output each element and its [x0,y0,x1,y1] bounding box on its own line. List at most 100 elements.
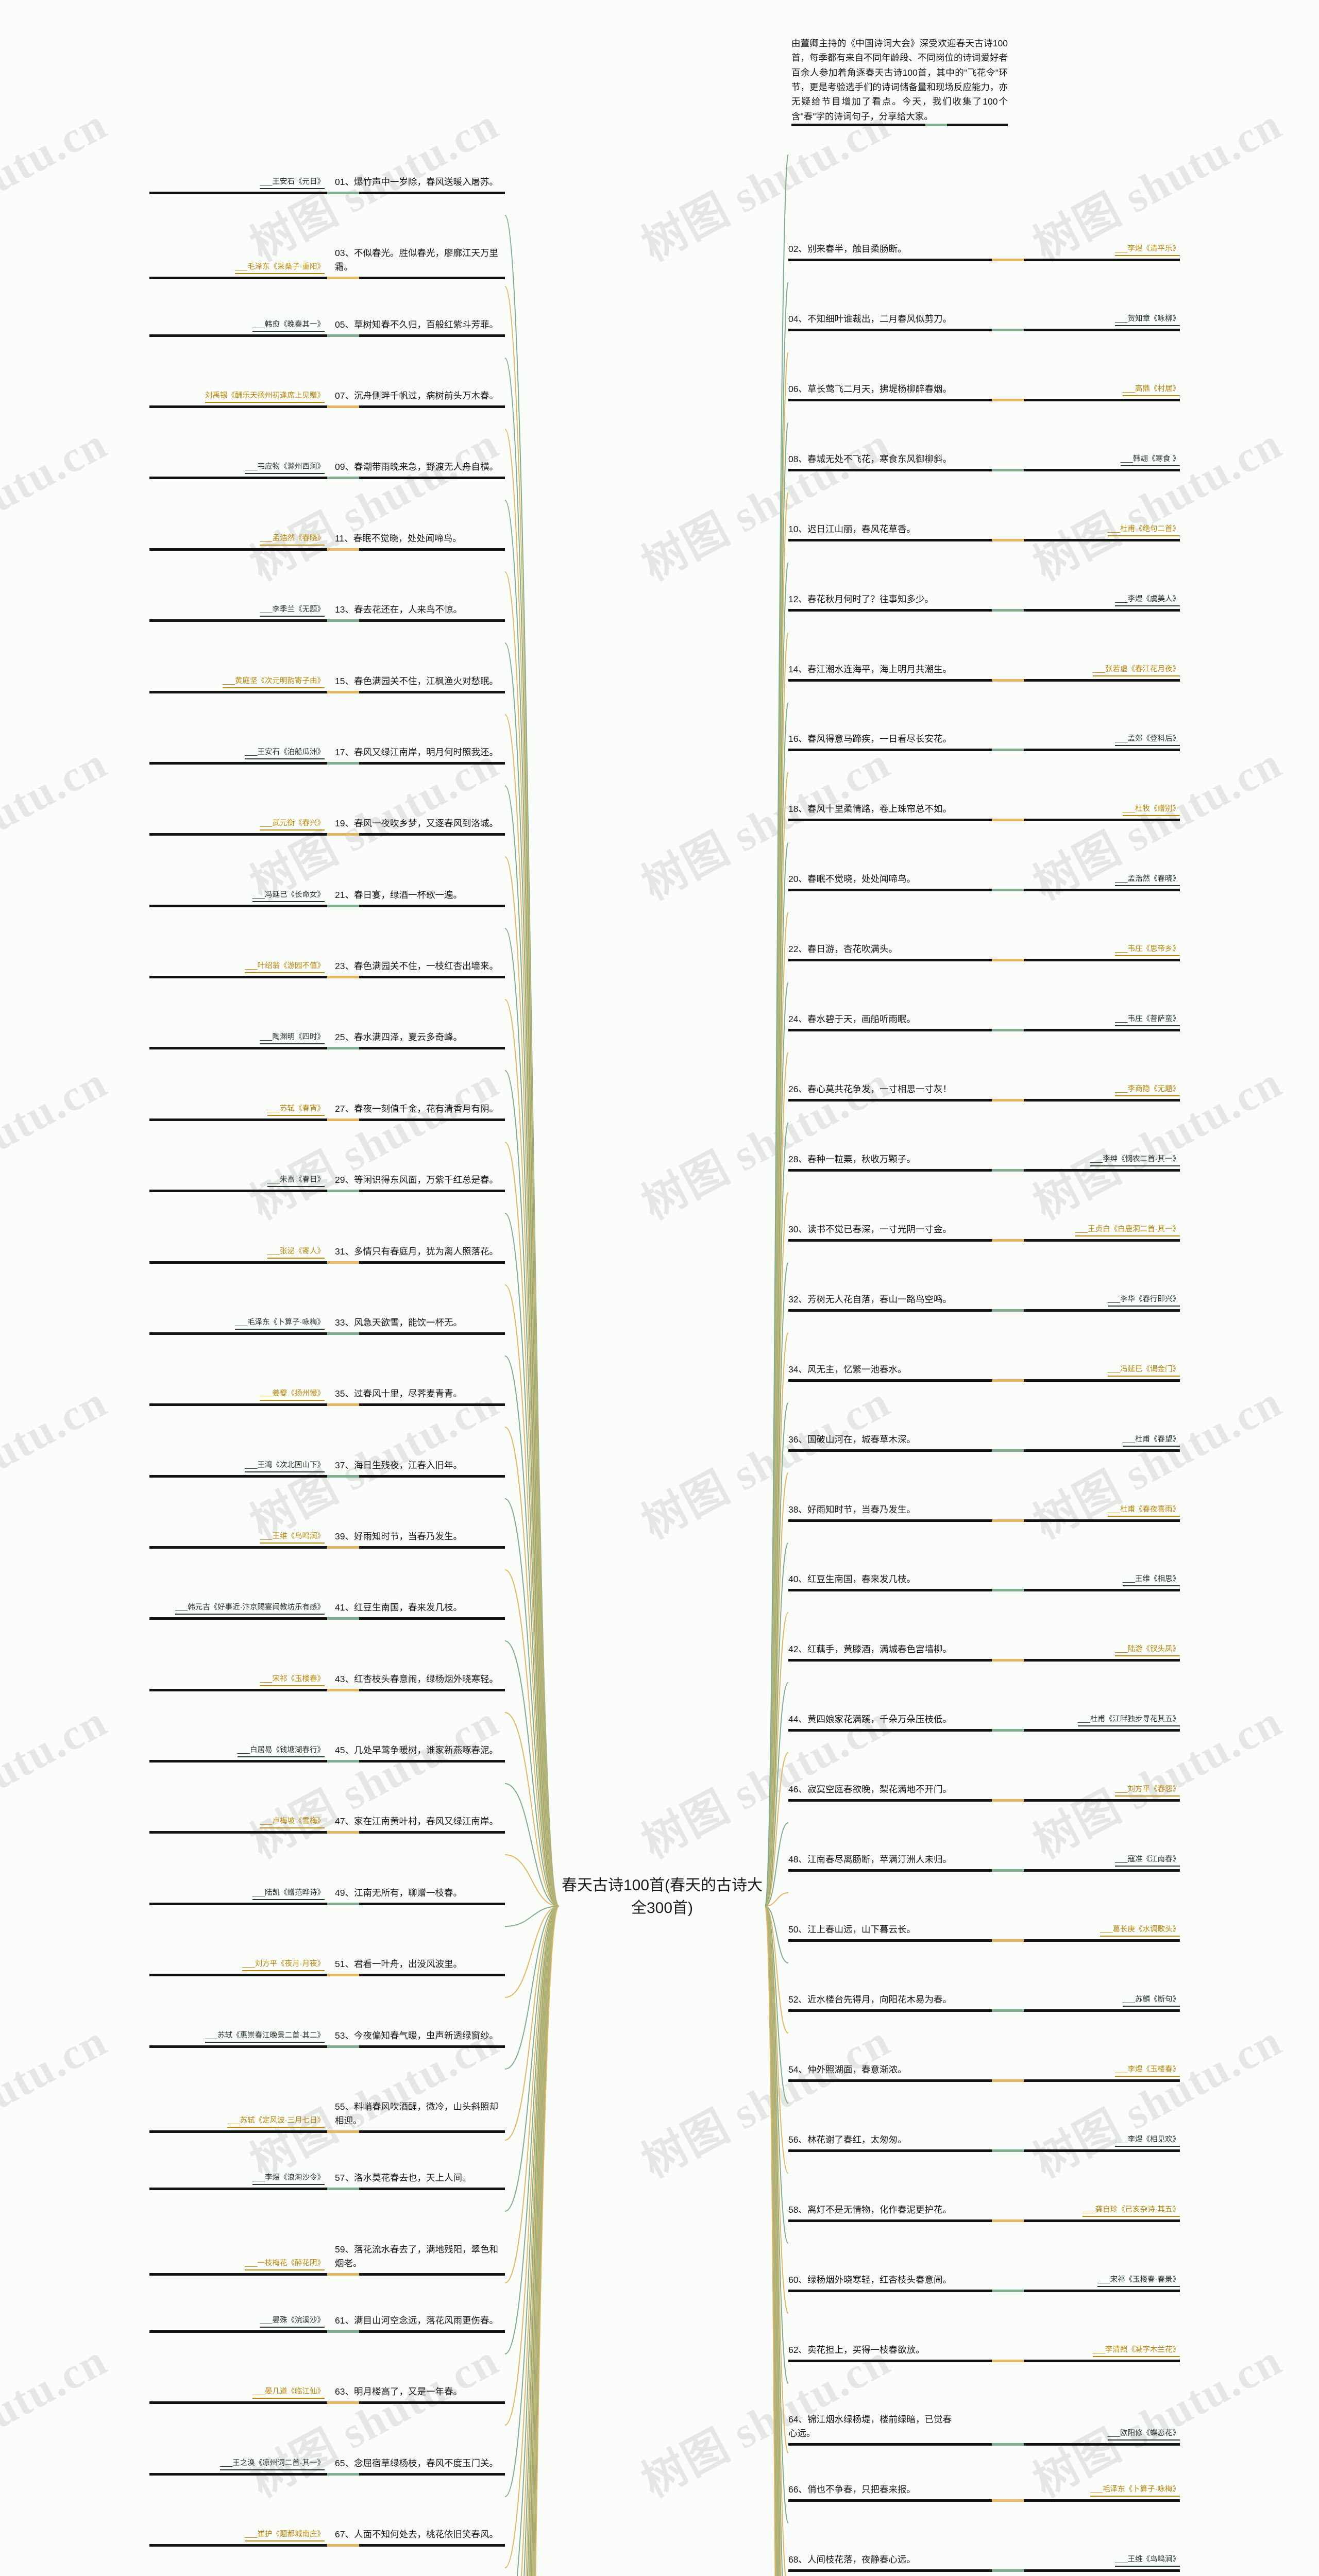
node-underline [788,399,1180,402]
poem-node-even[interactable]: 16、春风得意马蹄疾，一日看尽长安花。 ___孟郊《登科后》 [788,732,1180,752]
poem-line: 49、江南无所有，聊赠一枝春。 [335,1888,462,1898]
poem-node-even[interactable]: 56、林花谢了春红，太匆匆。 ___李煜《相见欢》 [788,2133,1180,2153]
poem-node-even[interactable]: 66、俏也不争春，只把春来报。 ___毛泽东《卜算子·咏梅》 [788,2483,1180,2502]
poem-author-attribution: ___葛长庚《水调歌头》 [1100,1925,1180,1937]
poem-node-even[interactable]: 32、芳树无人花自落，春山一路鸟空鸣。 ___李华《春行即兴》 [788,1293,1180,1312]
poem-node-even[interactable]: 44、黄四娘家花满蹊，千朵万朵压枝低。 ___杜甫《江畔独步寻花其五》 [788,1713,1180,1732]
poem-node-odd[interactable]: ___王湾《次北固山下》 37、海日生残夜，江春入旧年。 [149,1459,505,1478]
poem-node-even[interactable]: 30、读书不觉已春深，一寸光阴一寸金。 ___王贞白《白鹿洞二首·其一》 [788,1223,1180,1242]
root-node[interactable]: 春天古诗100首(春天的古诗大全300首) [559,1874,765,1919]
poem-node-even[interactable]: 58、离灯不是无情物，化作春泥更护花。 ___龚自珍《己亥杂诗·其五》 [788,2203,1180,2223]
poem-node-odd[interactable]: ___韩元吉《好事近·汴京赐宴闻教坊乐有感》 41、红豆生南国，春来发几枝。 [149,1601,505,1620]
poem-node-even[interactable]: 54、仲外照湖面，春意渐浓。 ___李煜《玉楼春》 [788,2063,1180,2082]
poem-node-even[interactable]: 36、国破山河在，城春草木深。 ___杜甫《春望》 [788,1433,1180,1452]
poem-node-odd[interactable]: ___宋祁《玉楼春》 43、红杏枝头春意闹，绿杨烟外晓寒轻。 [149,1672,505,1692]
poem-node-even[interactable]: 34、风无主，忆繁一池春水。 ___冯延巳《谒金门》 [788,1363,1180,1382]
poem-node-odd[interactable]: ___冯延巳《长命女》 21、春日宴，绿酒一杯歌一遍。 [149,888,505,908]
poem-node-odd[interactable]: ___王安石《元日》 01、爆竹声中一岁除，春风送暖入屠苏。 [149,175,505,195]
poem-line: 21、春日宴，绿酒一杯歌一遍。 [335,890,462,900]
poem-author-attribution: ___李煜《相见欢》 [1115,2135,1180,2147]
poem-node-odd[interactable]: ___刘方平《夜月·月夜》 51、君看一叶舟，出没风波里。 [149,1957,505,1977]
poem-node-even[interactable]: 26、春心莫共花争发，一寸相思一寸灰！ ___李商隐《无题》 [788,1082,1180,1102]
poem-node-even[interactable]: 04、不知细叶谁裁出，二月春风似剪刀。 ___贺知章《咏柳》 [788,312,1180,332]
poem-node-odd[interactable]: ___李煜《浪淘沙令》 57、洛水莫花春去也，天上人间。 [149,2171,505,2191]
poem-line: 34、风无主，忆繁一池春水。 [788,1364,907,1375]
poem-node-odd[interactable]: ___黄庭坚《次元明韵寄子由》 15、春色满园关不住，江枫渔火对愁眠。 [149,674,505,694]
poem-node-odd[interactable]: ___陆凯《赠范晔诗》 49、江南无所有，聊赠一枝春。 [149,1886,505,1906]
poem-author-attribution: ___孟浩然《春晓》 [1115,874,1180,887]
poem-node-odd[interactable]: ___毛泽东《采桑子·重阳》 03、不似春光。胜似春光，廖廓江天万里霜。 [149,246,505,280]
poem-author-attribution: ___孟浩然《春晓》 [260,534,325,546]
poem-node-even[interactable]: 28、春种一粒粟，秋收万颗子。 ___李绅《悯农二首·其一》 [788,1153,1180,1172]
poem-node-even[interactable]: 48、江南春尽离肠断，苹满汀洲人未归。 ___寇准《江南春》 [788,1853,1180,1872]
node-underline [149,905,505,908]
poem-node-even[interactable]: 12、春花秋月何时了？往事知多少。 ___李煜《虞美人》 [788,592,1180,612]
intro-node[interactable]: 由董卿主持的《中国诗词大会》深受欢迎春天古诗100首，每季都有来自不同年龄段、不… [791,36,1008,127]
poem-line: 03、不似春光。胜似春光，廖廓江天万里霜。 [335,248,498,273]
poem-line: 11、春眠不觉晓，处处闻啼鸟。 [335,533,462,544]
poem-node-even[interactable]: 14、春江潮水连海平，海上明月共潮生。 ___张若虚《春江花月夜》 [788,663,1180,682]
poem-node-odd[interactable]: ___崔护《题都城南庄》 67、人面不知何处去，桃花依旧笑春风。 [149,2528,505,2547]
poem-node-odd[interactable]: ___韦应物《滁州西涧》 09、春潮带雨晚来急，野渡无人舟自横。 [149,460,505,480]
poem-node-even[interactable]: 24、春水碧于天，画船听雨眠。 ___韦庄《菩萨蛮》 [788,1012,1180,1032]
poem-node-even[interactable]: 40、红豆生南国，春来发几枝。 ___王维《相思》 [788,1572,1180,1592]
node-underline [788,259,1180,262]
poem-node-odd[interactable]: ___韩愈《晚春其一》 05、草树知春不久归，百般红紫斗芳菲。 [149,318,505,337]
poem-node-even[interactable]: 18、春风十里柔情路，卷上珠帘总不如。 ___杜牧《赠别》 [788,802,1180,822]
poem-node-odd[interactable]: 刘禹锡《酬乐天扬州初逢席上见赠》 07、沉舟侧畔千帆过，病树前头万木春。 [149,389,505,409]
node-underline [788,1029,1180,1032]
poem-line: 15、春色满园关不住，江枫渔火对愁眠。 [335,676,498,686]
poem-node-even[interactable]: 50、江上春山远，山下暮云长。 ___葛长庚《水调歌头》 [788,1923,1180,1942]
poem-line: 18、春风十里柔情路，卷上珠帘总不如。 [788,804,952,814]
node-underline [149,548,505,551]
poem-line: 30、读书不觉已春深，一寸光阴一寸金。 [788,1224,952,1234]
poem-node-odd[interactable]: ___苏轼《惠崇春江晚景二首·其二》 53、今夜偏知春气暖，虫声新透绿窗纱。 [149,2029,505,2048]
node-underline [149,619,505,622]
poem-node-even[interactable]: 02、别来春半，触目柔肠断。 ___李煜《清平乐》 [788,242,1180,262]
poem-node-even[interactable]: 42、红藕手，黄滕酒，满城春色宫墙柳。 ___陆游《钗头凤》 [788,1642,1180,1662]
poem-node-odd[interactable]: ___陶渊明《四时》 25、春水满四泽，夏云多奇峰。 [149,1030,505,1050]
poem-line: 08、春城无处不飞花，寒食东风御柳斜。 [788,454,952,464]
poem-node-even[interactable]: 20、春眠不觉晓，处处闻啼鸟。 ___孟浩然《春晓》 [788,872,1180,892]
poem-node-odd[interactable]: ___卢梅坡《雪梅》 47、家在江南黄叶村，春风又绿江南岸。 [149,1815,505,1834]
poem-node-even[interactable]: 10、迟日江山丽，春风花草香。 ___杜甫《绝句二首》 [788,522,1180,542]
poem-node-odd[interactable]: ___孟浩然《春晓》 11、春眠不觉晓，处处闻啼鸟。 [149,532,505,551]
poem-line: 61、满目山河空念远，落花风雨更伤春。 [335,2315,498,2326]
poem-node-odd[interactable]: ___一枝梅花《醉花阴》 59、落花流水春去了，满地残阳，翠色和烟老。 [149,2243,505,2276]
poem-node-even[interactable]: 68、人间枝花落，夜静春心远。 ___王维《鸟鸣涧》 [788,2553,1180,2572]
poem-node-odd[interactable]: ___白居易《钱塘湖春行》 45、几处早莺争暖树，谁家新燕啄春泥。 [149,1743,505,1763]
poem-node-odd[interactable]: ___王之涣《凉州词二首·其一》 65、念屈宿草绿杨枝，春风不度玉门关。 [149,2456,505,2476]
poem-line: 24、春水碧于天，画船听雨眠。 [788,1014,916,1024]
poem-node-odd[interactable]: ___苏轼《春宵》 27、春夜一刻值千金，花有清香月有阴。 [149,1102,505,1122]
poem-node-even[interactable]: 06、草长莺飞二月天，拂堤杨柳醉春烟。 ___高鼎《村居》 [788,382,1180,402]
poem-node-even[interactable]: 60、绿杨烟外晓寒轻，红杏枝头春意闹。 ___宋祁《玉楼春·春景》 [788,2273,1180,2293]
poem-node-even[interactable]: 46、寂寞空庭春欲晚，梨花满地不开门。 ___刘方平《春怨》 [788,1783,1180,1802]
poem-node-odd[interactable]: ___苏轼《定风波·三月七日》 55、料峭春风吹酒醒，微冷，山头斜照却相迎。 [149,2100,505,2133]
poem-node-odd[interactable]: ___晏殊《浣溪沙》 61、满目山河空念远，落花风雨更伤春。 [149,2314,505,2333]
poem-node-odd[interactable]: ___王维《鸟鸣涧》 39、好雨知时节，当春乃发生。 [149,1530,505,1549]
poem-node-odd[interactable]: ___毛泽东《卜算子·咏梅》 33、风急天欲雪，能饮一杯无。 [149,1316,505,1335]
poem-node-odd[interactable]: ___朱熹《春日》 29、等闲识得东风面，万紫千红总是春。 [149,1173,505,1193]
poem-node-odd[interactable]: ___李季兰《无题》 13、春去花还在，人来鸟不惊。 [149,603,505,622]
poem-author-attribution: ___龚自珍《己亥杂诗·其五》 [1083,2205,1180,2217]
poem-node-even[interactable]: 38、好雨知时节，当春乃发生。 ___杜甫《春夜喜雨》 [788,1503,1180,1522]
poem-node-even[interactable]: 52、近水楼台先得月，向阳花木易为春。 ___苏麟《断句》 [788,1993,1180,2012]
poem-node-odd[interactable]: ___晏几道《临江仙》 63、明月楼高了，又是一年春。 [149,2385,505,2404]
node-underline [149,1190,505,1193]
poem-node-odd[interactable]: ___姜夔《扬州慢》 35、过春风十里，尽荠麦青青。 [149,1387,505,1406]
poem-line: 38、好雨知时节，当春乃发生。 [788,1504,916,1515]
poem-node-even[interactable]: 22、春日游，杏花吹满头。 ___韦庄《思帝乡》 [788,942,1180,962]
poem-line: 27、春夜一刻值千金，花有清香月有阴。 [335,1104,498,1114]
poem-author-attribution: 刘禹锡《酬乐天扬州初逢席上见赠》 [205,391,325,403]
poem-node-odd[interactable]: ___武元衡《春兴》 19、春风一夜吹乡梦，又逐春风到洛城。 [149,817,505,836]
poem-author-attribution: ___王维《鸟鸣涧》 [260,1532,325,1544]
poem-node-even[interactable]: 62、卖花担上，买得一枝春欲放。 ___李清照《减字木兰花》 [788,2343,1180,2363]
poem-node-even[interactable]: 08、春城无处不飞花，寒食东风御柳斜。 ___韩翃《寒食 》 [788,452,1180,472]
poem-node-even[interactable]: 64、锦江烟水绿杨堤，楼前绿暗，已觉春心远。 ___欧阳修《蝶恋花》 [788,2413,1180,2446]
poem-line: 01、爆竹声中一岁除，春风送暖入屠苏。 [335,177,498,187]
poem-node-odd[interactable]: ___叶绍翁《游园不值》 23、春色满园关不住，一枝红杏出墙来。 [149,959,505,979]
poem-author-attribution: ___王湾《次北固山下》 [245,1461,325,1473]
poem-node-odd[interactable]: ___王安石《泊船瓜洲》 17、春风又绿江南岸，明月何时照我还。 [149,745,505,765]
poem-node-odd[interactable]: ___张泌《寄人》 31、多情只有春庭月，犹为离人照落花。 [149,1245,505,1264]
